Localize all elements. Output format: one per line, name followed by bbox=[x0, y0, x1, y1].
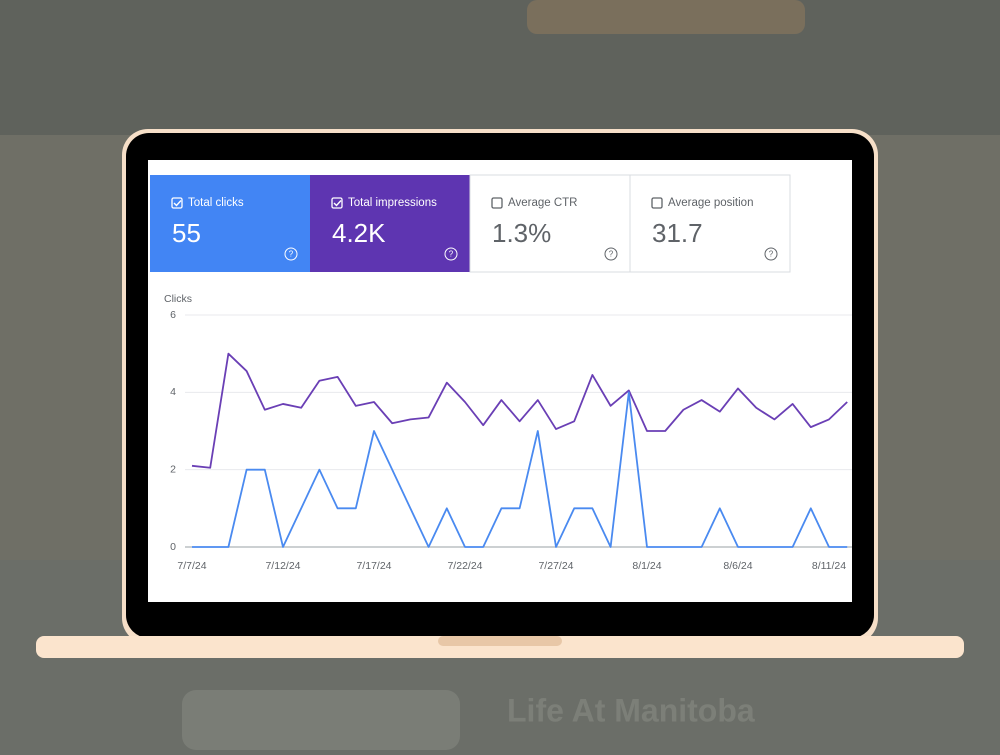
laptop-notch bbox=[438, 636, 562, 646]
metric-label: Total impressions bbox=[348, 197, 437, 209]
metric-card[interactable] bbox=[310, 175, 470, 272]
metric-label: Total clicks bbox=[188, 197, 244, 209]
laptop-base bbox=[36, 636, 964, 658]
metric-label: Average position bbox=[668, 197, 753, 209]
checkbox bbox=[491, 197, 503, 209]
help-glyph: ? bbox=[769, 250, 774, 259]
x-tick-label: 8/1/24 bbox=[632, 560, 661, 572]
y-tick-label: 2 bbox=[170, 463, 176, 475]
x-tick-label: 7/7/24 bbox=[177, 560, 206, 572]
bg-band bbox=[0, 0, 1000, 135]
x-tick-label: 7/22/24 bbox=[447, 560, 482, 572]
x-tick-label: 8/11/24 bbox=[812, 560, 846, 572]
checkbox bbox=[651, 197, 663, 209]
help-icon bbox=[604, 247, 618, 261]
x-tick-label: 8/6/24 bbox=[723, 560, 752, 572]
x-tick-label: 7/27/24 bbox=[538, 560, 573, 572]
metric-card[interactable] bbox=[150, 175, 310, 272]
check bbox=[333, 200, 342, 207]
dashboard: Total clicks 55? Total impressions 4.2K? Ave… bbox=[150, 174, 852, 572]
bg-image bbox=[527, 0, 805, 34]
y-tick-label: 6 bbox=[170, 309, 176, 321]
help-icon bbox=[444, 247, 458, 261]
help-glyph: ? bbox=[449, 250, 454, 259]
help-icon bbox=[284, 247, 298, 261]
metric-value: 4.2K bbox=[332, 218, 386, 248]
metric-value: 55 bbox=[172, 218, 201, 248]
x-tick-label: 7/12/24 bbox=[265, 560, 300, 572]
metric-label: Average CTR bbox=[508, 197, 577, 209]
bg-heading: Life At Manitoba bbox=[507, 692, 755, 728]
metric-value: 31.7 bbox=[652, 218, 703, 248]
series-line bbox=[192, 391, 848, 548]
check bbox=[173, 200, 182, 207]
checkbox bbox=[171, 197, 183, 209]
help-glyph: ? bbox=[609, 250, 614, 259]
help-icon bbox=[764, 247, 778, 261]
metric-value: 1.3% bbox=[492, 218, 551, 248]
checkbox bbox=[331, 197, 343, 209]
metric-card[interactable] bbox=[629, 174, 791, 273]
y-axis-label: Clicks bbox=[164, 293, 192, 305]
bg-photo bbox=[182, 690, 460, 750]
y-tick-label: 0 bbox=[170, 541, 176, 553]
help-glyph: ? bbox=[289, 250, 294, 259]
y-tick-label: 4 bbox=[170, 386, 176, 398]
x-tick-label: 7/17/24 bbox=[356, 560, 391, 572]
series-line bbox=[191, 352, 848, 469]
